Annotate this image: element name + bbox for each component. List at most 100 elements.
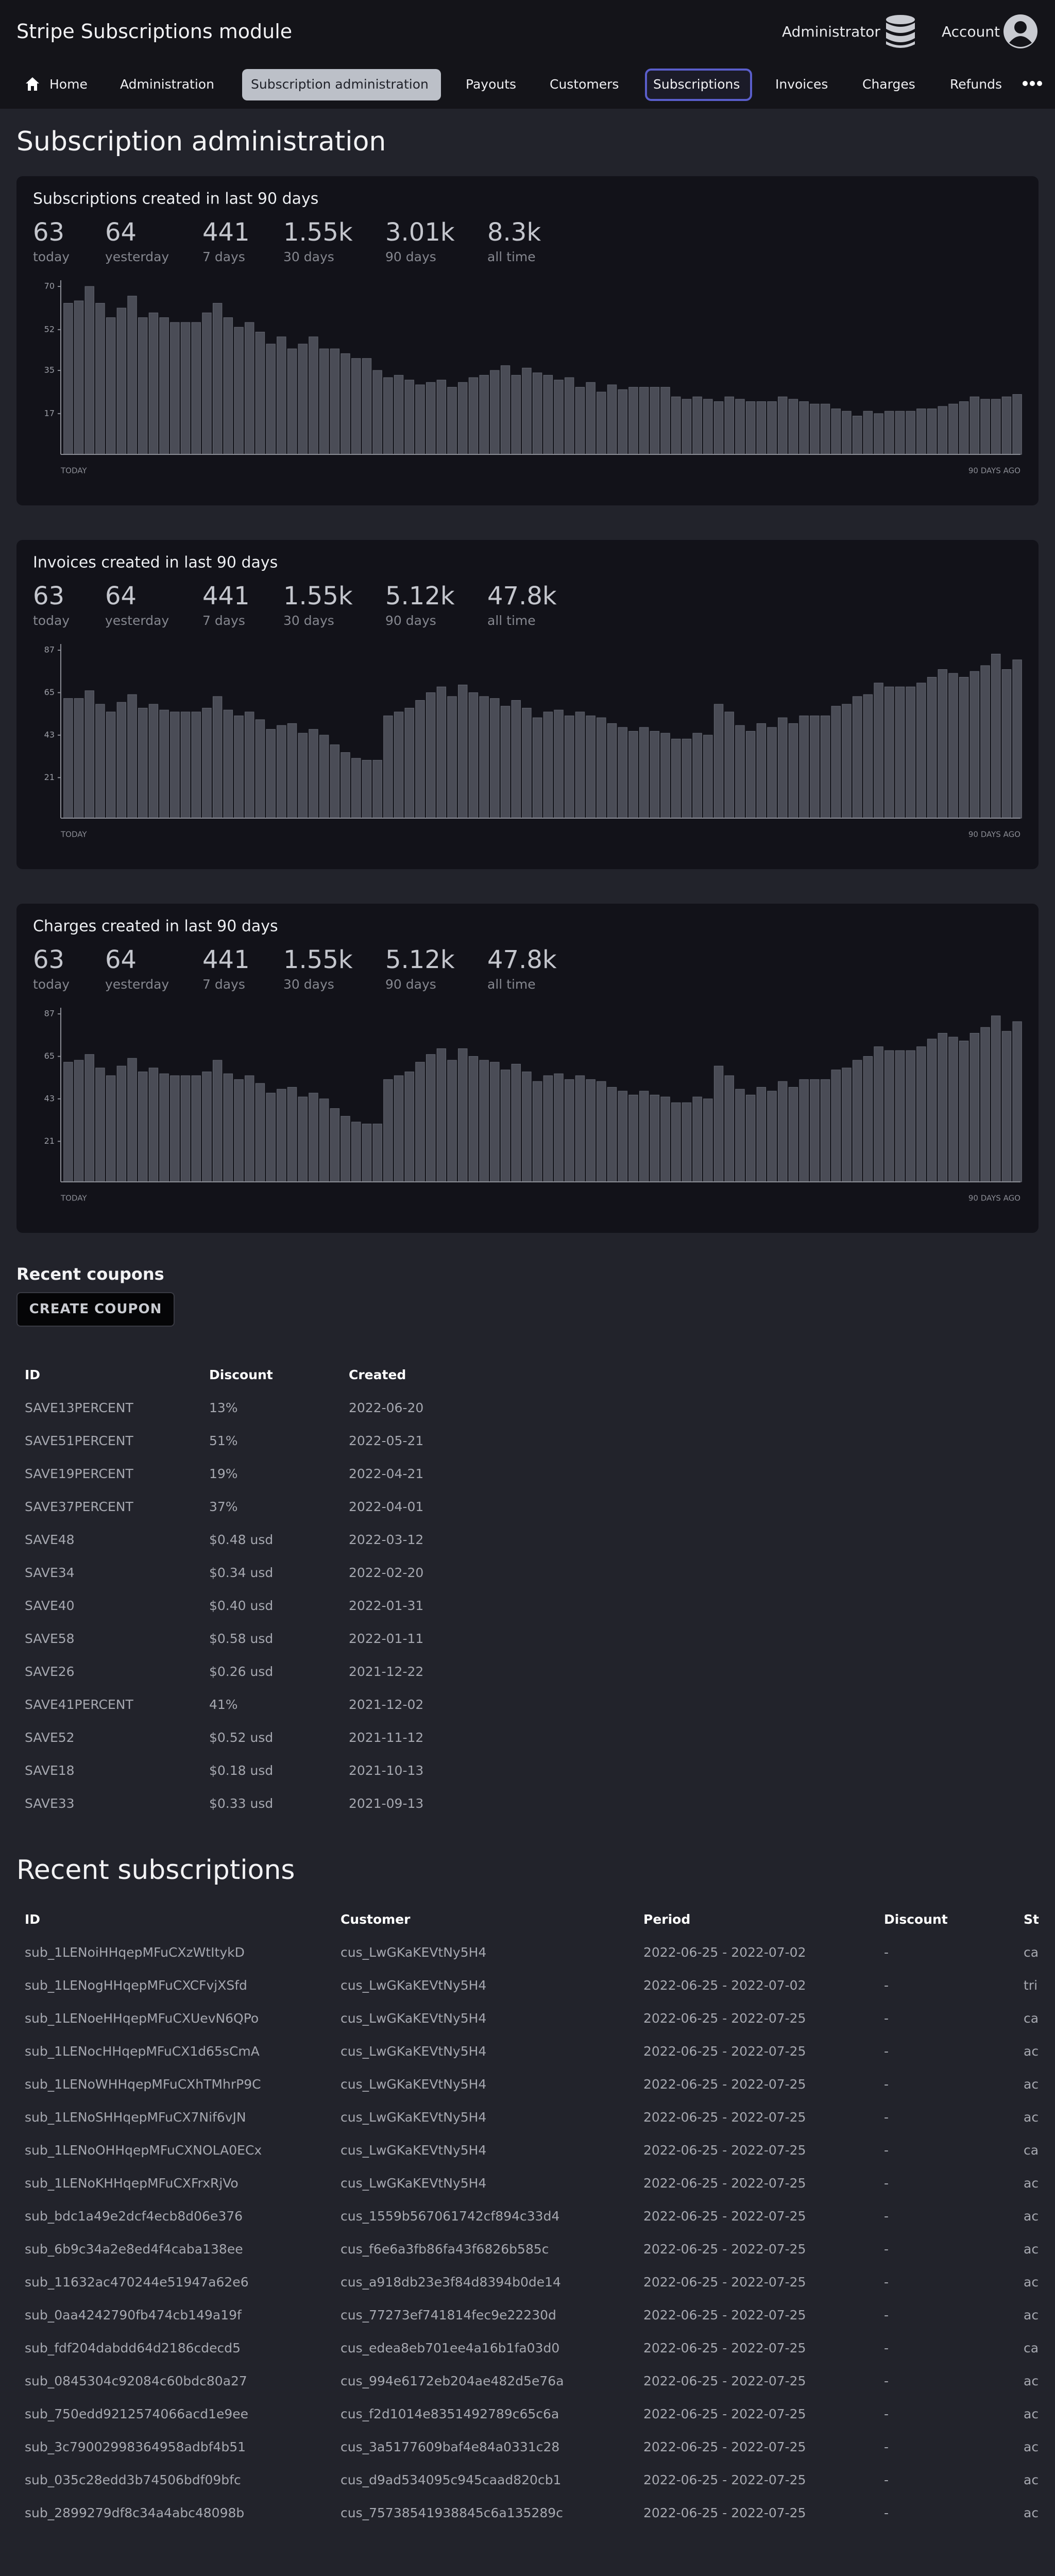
bar <box>618 1091 627 1182</box>
nav-item[interactable]: Invoices <box>775 76 828 92</box>
y-tick-label: 52 <box>44 324 55 334</box>
bar <box>991 399 1001 455</box>
bar <box>127 296 137 455</box>
stat-value: 63 <box>33 582 64 611</box>
table-cell: - <box>884 2340 889 2355</box>
user-name[interactable]: Administrator <box>782 23 880 40</box>
table-cell: $0.40 usd <box>209 1598 274 1613</box>
bar <box>778 717 788 819</box>
table-cell: 13% <box>209 1400 238 1415</box>
bar <box>426 382 436 455</box>
bar <box>522 707 532 819</box>
bar <box>820 715 830 819</box>
nav-item[interactable]: Charges <box>862 76 915 92</box>
bar <box>245 1075 254 1182</box>
bar <box>1001 396 1012 455</box>
table-cell: cus_1559b567061742cf894c33d4 <box>341 2208 560 2224</box>
bar <box>458 382 468 455</box>
table-cell: tri <box>1024 1977 1038 1993</box>
table-cell: sub_1LENoKHHqepMFuCXFrxRjVo <box>25 2175 239 2191</box>
bar <box>95 1067 105 1182</box>
table-cell: cus_f6e6a3fb86fa43f6826b585c <box>341 2241 549 2257</box>
bar <box>223 709 233 819</box>
table-cell: 2022-05-21 <box>349 1433 424 1448</box>
bar <box>799 715 809 819</box>
bar <box>938 669 947 819</box>
table-cell: 41% <box>209 1697 238 1712</box>
bar <box>565 377 574 455</box>
nav-item[interactable]: Subscriptions <box>653 76 740 92</box>
bar <box>692 1096 702 1182</box>
nav-item[interactable]: Administration <box>120 76 214 92</box>
bar <box>938 406 947 455</box>
bar <box>980 665 990 819</box>
bar <box>756 401 767 455</box>
bar <box>223 1073 233 1182</box>
table-cell: 2022-06-25 - 2022-07-25 <box>643 2472 806 2487</box>
bar <box>799 1079 809 1182</box>
nav-item[interactable]: Home <box>49 76 88 92</box>
stat-value: 64 <box>105 582 137 611</box>
stat-label: today <box>33 613 70 628</box>
bar <box>948 1037 958 1182</box>
table-cell: SAVE33 <box>25 1795 75 1811</box>
bar <box>767 1091 777 1182</box>
bar <box>319 1098 329 1182</box>
table-cell: sub_750edd9212574066acd1e9ee <box>25 2406 249 2421</box>
table-cell: ac <box>1024 2076 1039 2092</box>
stat-label: all time <box>487 613 536 628</box>
bar <box>692 733 702 819</box>
bar <box>980 1027 990 1182</box>
bar <box>415 1062 425 1182</box>
y-tick-label: 43 <box>44 730 55 739</box>
bar <box>906 686 915 819</box>
avatar-icon[interactable] <box>1003 14 1038 49</box>
bar <box>831 706 841 819</box>
bar <box>234 1079 244 1182</box>
bar <box>255 719 265 819</box>
bar <box>639 727 649 819</box>
home-icon[interactable] <box>25 76 40 92</box>
bar <box>95 303 105 455</box>
bar <box>266 1093 276 1182</box>
stat-label: 7 days <box>202 613 245 628</box>
bar <box>703 735 713 819</box>
column-header: ID <box>25 1911 41 1927</box>
bar <box>532 717 542 819</box>
table-cell: - <box>884 2175 889 2191</box>
bar <box>628 387 638 455</box>
bar <box>597 1081 606 1182</box>
y-tick-label: 87 <box>44 645 55 655</box>
table-cell: SAVE40 <box>25 1598 75 1613</box>
column-header: Discount <box>884 1911 948 1927</box>
nav-item[interactable]: Customers <box>550 76 619 92</box>
bar <box>639 387 649 455</box>
bar <box>330 744 340 819</box>
bar <box>565 1079 574 1182</box>
table-cell: - <box>884 2142 889 2158</box>
stat-label: 30 days <box>283 613 334 628</box>
y-tick-label: 21 <box>44 772 55 782</box>
table-cell: - <box>884 2043 889 2059</box>
bar <box>511 700 521 819</box>
bar <box>575 1075 585 1182</box>
nav-item[interactable]: Refunds <box>950 76 1002 92</box>
account-link[interactable]: Account <box>942 23 1000 40</box>
stat-value: 5.12k <box>385 945 455 974</box>
bar <box>63 698 73 819</box>
bar <box>682 738 692 819</box>
bar <box>969 1032 980 1182</box>
bar <box>458 684 468 819</box>
more-icon[interactable] <box>1022 78 1043 89</box>
bar <box>106 711 116 819</box>
bar <box>927 676 937 819</box>
stat-label: 90 days <box>385 249 436 264</box>
bar <box>618 389 627 455</box>
create-coupon-button[interactable]: CREATE COUPON <box>16 1292 175 1327</box>
bar <box>660 387 670 455</box>
nav-item[interactable]: Subscription administration <box>251 76 429 92</box>
nav-item[interactable]: Payouts <box>466 76 517 92</box>
bar <box>138 1071 148 1182</box>
bar <box>404 380 414 455</box>
table-cell: ca <box>1024 1944 1039 1960</box>
